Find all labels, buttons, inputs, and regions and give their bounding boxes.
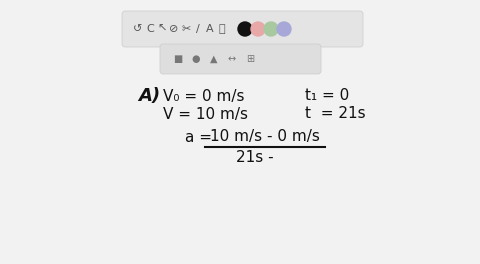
Text: ⊘: ⊘ (169, 24, 179, 34)
Text: V₀ = 0 m/s: V₀ = 0 m/s (163, 88, 244, 103)
Text: ⬛: ⬛ (219, 24, 225, 34)
Text: ✂: ✂ (181, 24, 191, 34)
Text: ↺: ↺ (133, 24, 143, 34)
Text: /: / (196, 24, 200, 34)
Text: ■: ■ (173, 54, 182, 64)
Text: ●: ● (192, 54, 200, 64)
Text: 21s -: 21s - (236, 149, 274, 164)
Circle shape (251, 22, 265, 36)
Text: A: A (206, 24, 214, 34)
Text: V = 10 m/s: V = 10 m/s (163, 106, 248, 121)
Circle shape (264, 22, 278, 36)
Text: C: C (146, 24, 154, 34)
Text: ⊞: ⊞ (246, 54, 254, 64)
Text: t₁ = 0: t₁ = 0 (305, 88, 349, 103)
Circle shape (238, 22, 252, 36)
FancyBboxPatch shape (122, 11, 363, 47)
Text: t  = 21s: t = 21s (305, 106, 366, 121)
Text: A): A) (138, 87, 160, 105)
Circle shape (277, 22, 291, 36)
FancyBboxPatch shape (160, 44, 321, 74)
Text: ↔: ↔ (228, 54, 236, 64)
Text: ↖: ↖ (157, 24, 167, 34)
Text: ▲: ▲ (210, 54, 218, 64)
Text: 10 m/s - 0 m/s: 10 m/s - 0 m/s (210, 130, 320, 144)
Text: a =: a = (185, 130, 217, 144)
